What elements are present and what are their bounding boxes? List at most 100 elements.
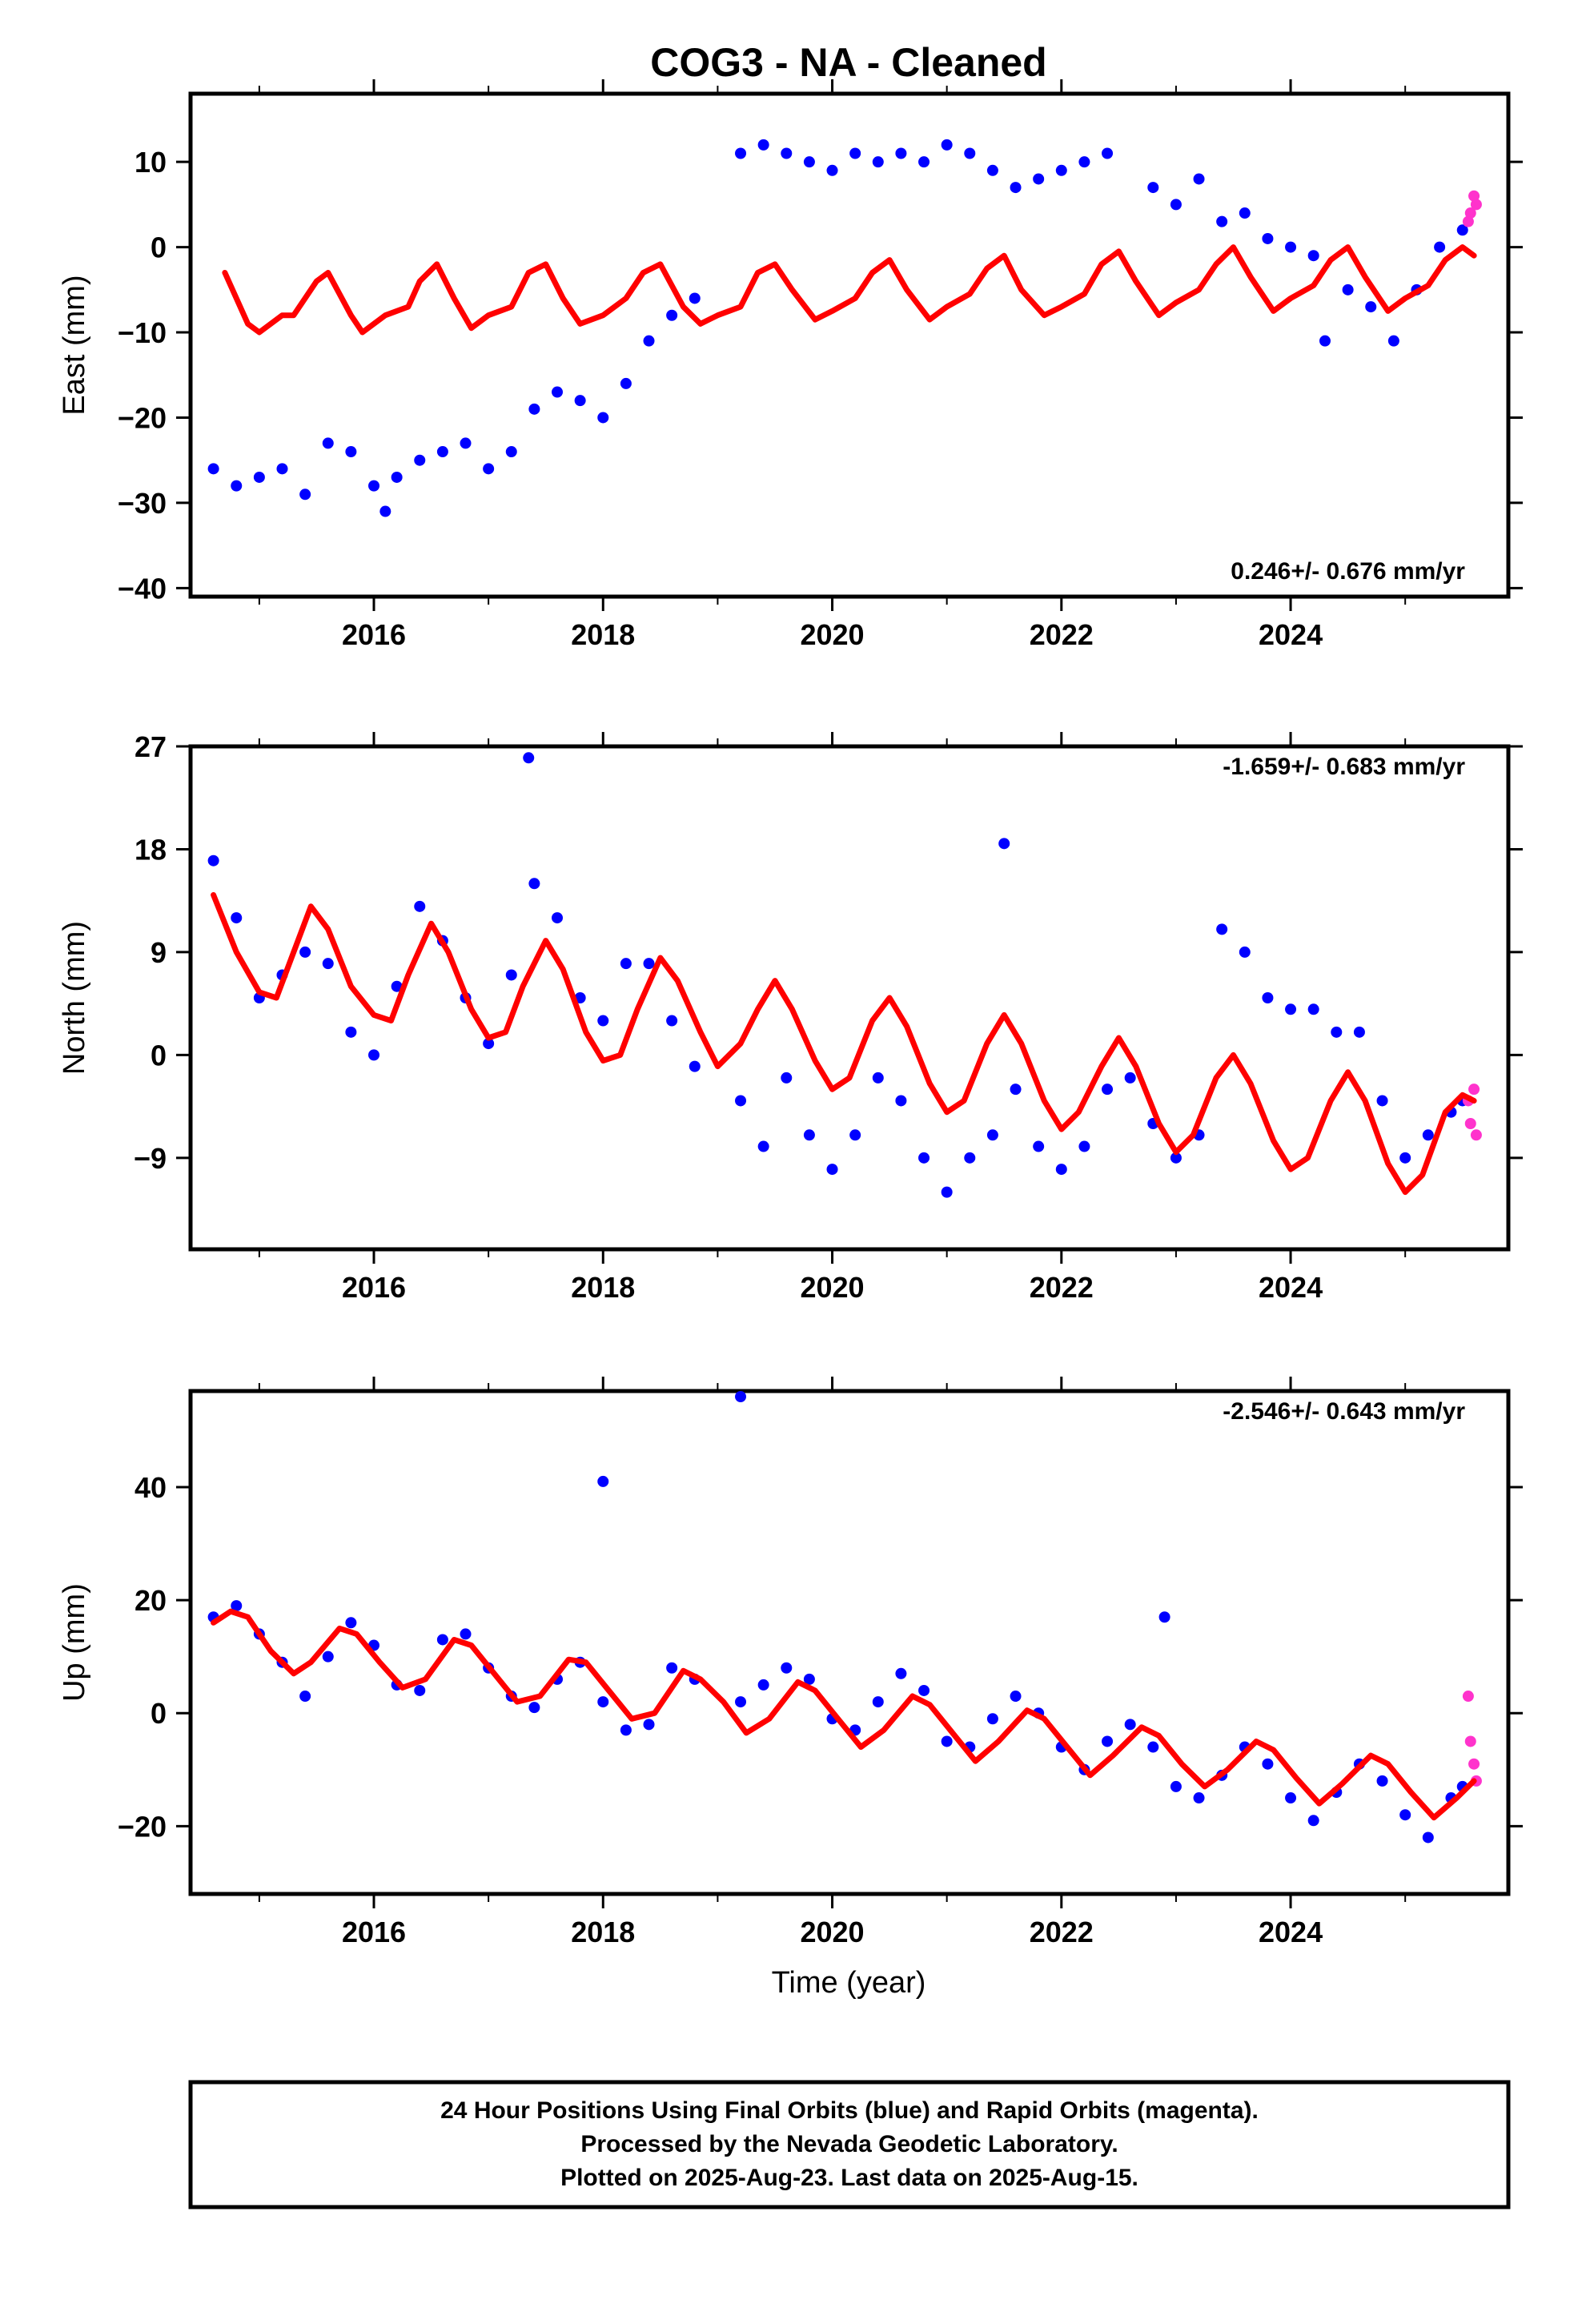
east-final-orbit-point — [1078, 156, 1090, 168]
east-y-tick-label: −40 — [118, 572, 167, 605]
north-final-orbit-point — [1102, 1084, 1114, 1096]
north-final-orbit-point — [1170, 1152, 1182, 1164]
up-final-orbit-point — [735, 1696, 747, 1708]
up-final-orbit-point — [299, 1691, 311, 1703]
up-y-axis-label: Up (mm) — [58, 1583, 91, 1702]
up-final-orbit-point — [735, 1391, 747, 1403]
north-final-orbit-point — [391, 980, 403, 992]
east-final-orbit-point — [528, 403, 540, 415]
up-model-curve — [211, 1608, 1477, 1821]
east-final-orbit-point — [689, 292, 701, 304]
x-axis-label: Time (year) — [772, 1966, 926, 2000]
north-final-orbit-point — [414, 900, 426, 912]
east-x-tick-label: 2020 — [800, 618, 864, 651]
east-final-orbit-point — [483, 463, 495, 475]
north-rate-label: -1.659+/- 0.683 mm/yr — [1223, 754, 1465, 780]
east-final-orbit-point — [1285, 241, 1297, 253]
east-y-tick-label: −10 — [118, 316, 167, 349]
north-x-tick-label: 2018 — [571, 1271, 635, 1304]
east-final-orbit-point — [1216, 215, 1228, 227]
up-x-tick-label: 2018 — [571, 1916, 635, 1948]
east-final-orbit-point — [552, 386, 564, 398]
up-final-orbit-point — [757, 1679, 769, 1691]
north-final-orbit-point — [345, 1026, 357, 1038]
east-rapid-orbit-point — [1462, 215, 1474, 227]
north-model-curve — [211, 892, 1477, 1196]
north-final-orbit-point — [735, 1095, 747, 1107]
east-final-orbit-point — [253, 471, 265, 483]
up-final-orbit-point — [803, 1673, 815, 1685]
north-final-orbit-point — [1285, 1003, 1297, 1015]
up-final-orbit-point — [460, 1628, 472, 1640]
north-final-orbit-point — [1033, 1140, 1045, 1152]
east-final-orbit-point — [1033, 173, 1045, 185]
north-final-orbit-point — [523, 752, 535, 764]
east-final-orbit-point — [757, 139, 769, 151]
north-final-orbit-point — [299, 946, 311, 958]
north-rapid-orbit-point — [1470, 1129, 1482, 1141]
up-y-tick-label: 40 — [135, 1471, 167, 1504]
east-final-orbit-point — [895, 147, 907, 159]
north-final-orbit-point — [368, 1049, 380, 1061]
north-final-orbit-point — [231, 912, 243, 924]
east-final-orbit-point — [597, 412, 609, 424]
up-final-orbit-point — [986, 1713, 998, 1725]
east-final-orbit-point — [1170, 199, 1182, 211]
east-final-orbit-point — [207, 463, 219, 475]
up-final-orbit-point — [941, 1735, 953, 1747]
up-final-orbit-point — [643, 1719, 655, 1731]
north-final-orbit-point — [998, 838, 1010, 850]
north-panel: 2016 2018 2020 2022 2024 27 18 9 0 −9 North (mm) -1… — [58, 730, 1523, 1304]
up-final-orbit-point — [528, 1702, 540, 1714]
north-y-tick-label: 18 — [135, 833, 167, 866]
north-final-orbit-point — [1307, 1003, 1319, 1015]
east-rapid-orbit-point — [1468, 190, 1480, 202]
east-final-orbit-point — [1365, 301, 1377, 313]
east-final-orbit-point — [231, 480, 243, 492]
north-final-orbit-point — [1010, 1084, 1022, 1096]
east-x-tick-label: 2024 — [1259, 618, 1323, 651]
up-rate-label: -2.546+/- 0.643 mm/yr — [1223, 1398, 1465, 1425]
east-final-orbit-point — [872, 156, 884, 168]
north-final-orbit-point — [505, 969, 517, 981]
up-final-orbit-point — [1376, 1775, 1388, 1787]
up-data-layer — [207, 1391, 1482, 1844]
up-final-orbit-point — [666, 1662, 678, 1674]
north-y-tick-label: −9 — [134, 1142, 167, 1175]
up-final-orbit-point — [597, 1696, 609, 1708]
east-final-orbit-point — [1434, 241, 1446, 253]
north-final-orbit-point — [1353, 1026, 1365, 1038]
north-final-orbit-point — [1399, 1152, 1411, 1164]
north-final-orbit-point — [207, 854, 219, 866]
east-y-tick-label: 0 — [151, 231, 167, 264]
up-rapid-orbit-point — [1464, 1735, 1476, 1747]
up-final-orbit-point — [414, 1684, 426, 1696]
north-final-orbit-point — [1124, 1072, 1136, 1084]
east-final-orbit-point — [941, 139, 953, 151]
east-plot-frame — [188, 91, 1511, 599]
north-final-orbit-point — [986, 1129, 998, 1141]
north-final-orbit-point — [1216, 923, 1228, 935]
north-final-orbit-point — [322, 958, 334, 970]
up-final-orbit-point — [1422, 1831, 1434, 1844]
north-final-orbit-point — [803, 1129, 815, 1141]
north-final-orbit-point — [918, 1152, 930, 1164]
footer-box: 24 Hour Positions Using Final Orbits (bl… — [188, 2080, 1511, 2209]
east-final-orbit-point — [781, 147, 793, 159]
east-final-orbit-point — [1342, 283, 1354, 296]
up-final-orbit-point — [1102, 1735, 1114, 1747]
up-final-orbit-point — [1285, 1792, 1297, 1804]
east-final-orbit-point — [574, 395, 586, 407]
north-final-orbit-point — [781, 1072, 793, 1084]
north-final-orbit-point — [1422, 1129, 1434, 1141]
up-final-orbit-point — [918, 1684, 930, 1696]
east-final-orbit-point — [986, 164, 998, 176]
up-final-orbit-point — [1010, 1691, 1022, 1703]
north-rapid-orbit-point — [1468, 1084, 1480, 1096]
north-final-orbit-point — [1239, 946, 1251, 958]
east-final-orbit-point — [1193, 173, 1205, 185]
east-final-orbit-point — [735, 147, 747, 159]
north-y-tick-label: 27 — [135, 730, 167, 763]
north-final-orbit-point — [1078, 1140, 1090, 1152]
north-y-tick-label: 9 — [151, 936, 167, 969]
